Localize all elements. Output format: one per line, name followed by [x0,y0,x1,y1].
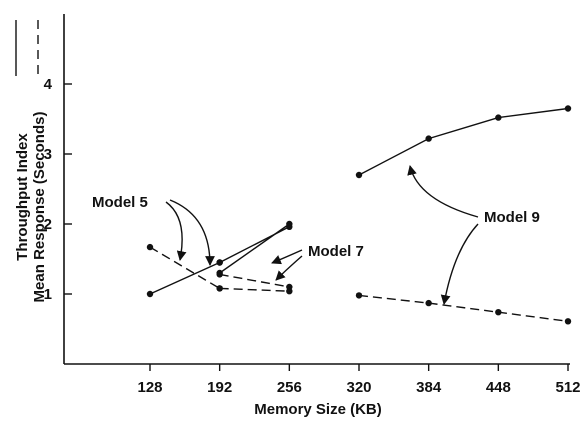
y-tick-label-3: 3 [44,146,52,163]
model-9-arrow-solid [407,165,479,218]
y-tick-label-2: 2 [44,216,52,233]
model-9-throughput-point-6-2 [495,114,502,121]
model-9-response-point-7-2 [495,309,502,316]
model-9-throughput-point-6-1 [425,135,432,142]
model-5-response-point-1-0 [146,243,154,251]
ticks [64,83,569,371]
x-tick-label-192: 192 [207,379,232,396]
model-7-arrow-lower [275,255,303,281]
model-7-response-point-5-0 [216,285,223,292]
y-axis-title-response: Mean Response (Seconds) [31,112,48,303]
model-7-arrow-upper [271,249,303,265]
y-tick-label-1: 1 [44,286,52,303]
model-7-throughput-line-2 [219,223,290,274]
model-5-throughput-point-0-0 [146,290,154,298]
y-axis-title-throughput: Throughput Index [14,133,31,261]
model-7-response-point-4-0 [216,271,223,278]
x-tick-label-320: 320 [346,379,371,396]
model-5-arrow-dashed [165,201,187,261]
labels: 128 192 256 320 384 448 512 1 2 3 4 Model 5 Model 7 M… [14,76,581,418]
x-tick-label-384: 384 [416,379,442,396]
x-tick-label-448: 448 [486,379,511,396]
model-7-response-line-5 [219,287,290,292]
model-7-response-line-4 [219,273,290,288]
model-9-response-point-7-3 [564,318,572,325]
annotation-model-5: Model 5 [92,194,148,211]
model-9-throughput-point-6-3 [564,105,572,112]
x-axis-title: Memory Size (KB) [254,401,382,418]
model-9-response-line-7 [358,294,569,322]
annotation-arrows [165,165,479,305]
axes [15,14,570,365]
series-lines [149,107,569,322]
model-9-throughput-line-6 [358,107,569,176]
x-tick-label-128: 128 [137,379,162,396]
model-5-throughput-line-0 [149,261,220,295]
x-tick-label-512: 512 [555,379,580,396]
model-5-arrow-solid [169,199,215,266]
model-9-throughput-point-6-0 [355,171,363,179]
data-points [146,105,572,325]
model-7-throughput-point-3-0 [216,259,223,266]
model-7-response-point-5-1 [286,288,293,295]
model-9-response-point-7-1 [425,299,432,307]
x-tick-label-256: 256 [277,379,302,396]
model-9-arrow-dashed [440,223,479,305]
annotation-model-7: Model 7 [308,243,364,260]
model-7-throughput-line-3 [219,226,290,264]
model-7-throughput-point-3-1 [286,223,293,230]
y-tick-label-4: 4 [44,76,53,93]
model-9-response-point-7-0 [355,292,363,299]
annotation-model-9: Model 9 [484,209,540,226]
